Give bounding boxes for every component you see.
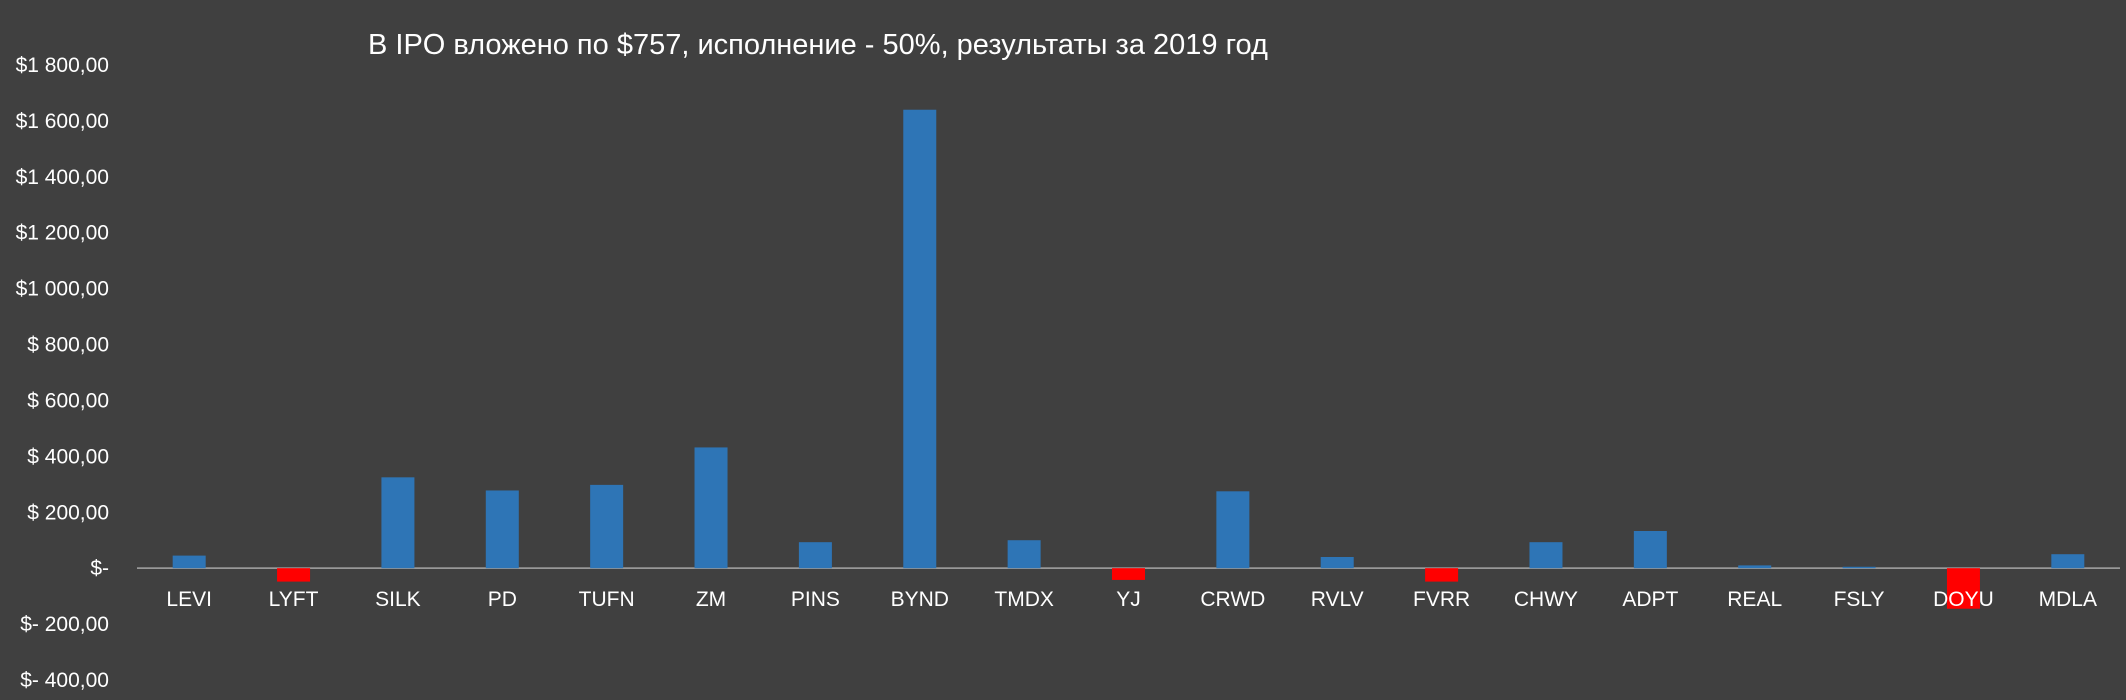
x-tick-label-crwd: CRWD: [1200, 588, 1265, 611]
x-tick-label-fvrr: FVRR: [1413, 588, 1470, 611]
bar-lyft: [277, 568, 311, 582]
x-tick-label-rvlv: RVLV: [1311, 588, 1364, 611]
y-tick-label: $1 200,00: [16, 222, 109, 245]
y-tick-label: $1 400,00: [16, 166, 109, 189]
x-tick-label-pins: PINS: [791, 588, 840, 611]
x-tick-label-lyft: LYFT: [269, 588, 319, 611]
y-tick-label: $ 400,00: [27, 445, 109, 468]
bar-fsly: [1842, 566, 1876, 569]
bar-doyu: [1946, 568, 1980, 609]
y-tick-label: $- 200,00: [20, 613, 109, 636]
x-tick-label-tufn: TUFN: [579, 588, 635, 611]
bar-pd: [485, 490, 519, 569]
bar-crwd: [1216, 491, 1250, 569]
y-tick-label: $ 200,00: [27, 501, 109, 524]
bar-rvlv: [1320, 557, 1354, 569]
y-tick-label: $-: [90, 557, 109, 580]
x-tick-label-doyu: DOYU: [1933, 588, 1994, 611]
x-tick-label-bynd: BYND: [891, 588, 949, 611]
bar-tmdx: [1007, 540, 1041, 569]
bar-silk: [381, 477, 415, 569]
bar-pins: [798, 542, 832, 569]
x-tick-label-mdla: MDLA: [2039, 588, 2097, 611]
x-tick-label-zm: ZM: [696, 588, 726, 611]
bar-chwy: [1529, 542, 1563, 569]
y-tick-label: $1 800,00: [16, 54, 109, 77]
x-tick-label-yj: YJ: [1116, 588, 1141, 611]
y-tick-label: $1 000,00: [16, 278, 109, 301]
x-tick-label-fsly: FSLY: [1834, 588, 1885, 611]
bar-levi: [172, 555, 206, 569]
bar-mdla: [2051, 554, 2085, 569]
y-tick-label: $1 600,00: [16, 110, 109, 133]
bar-fvrr: [1425, 568, 1459, 582]
x-tick-label-adpt: ADPT: [1622, 588, 1678, 611]
bar-tufn: [590, 484, 624, 569]
bar-adpt: [1633, 531, 1667, 569]
x-tick-label-real: REAL: [1727, 588, 1782, 611]
bar-real: [1738, 565, 1772, 569]
x-tick-label-tmdx: TMDX: [994, 588, 1054, 611]
y-tick-label: $- 400,00: [20, 669, 109, 692]
chart-title: В IPO вложено по $757, исполнение - 50%,…: [368, 29, 1268, 61]
bar-yj: [1112, 568, 1145, 580]
bar-bynd: [903, 109, 937, 569]
x-axis-labels: LEVI LYFT SILK PD TUFN ZM PINS BYND TMDX YJ CRWD RV…: [166, 588, 2097, 611]
y-tick-label: $ 800,00: [27, 334, 109, 357]
y-axis-labels: $1 800,00 $1 600,00 $1 400,00 $1 200,00 $1 0…: [16, 54, 109, 692]
x-tick-label-levi: LEVI: [166, 588, 212, 611]
bars: [172, 109, 2085, 609]
x-tick-label-pd: PD: [488, 588, 517, 611]
y-tick-label: $ 600,00: [27, 389, 109, 412]
x-tick-label-chwy: CHWY: [1514, 588, 1578, 611]
bar-zm: [694, 447, 728, 569]
x-tick-label-silk: SILK: [375, 588, 421, 611]
